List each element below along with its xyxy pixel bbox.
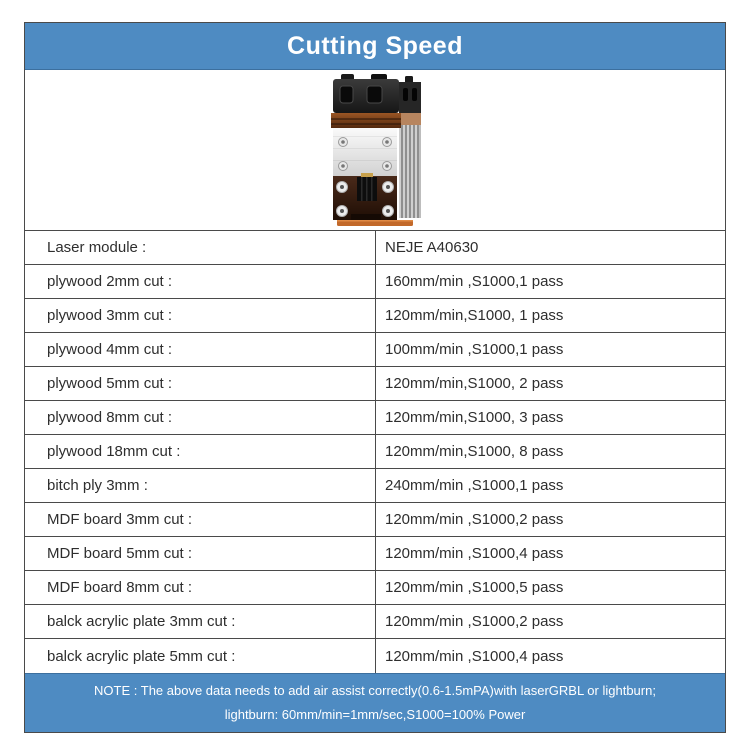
spec-label-cell: bitch ply 3mm : (25, 469, 376, 502)
spec-value-cell: 120mm/min,S1000, 3 pass (385, 409, 564, 426)
spec-value-cell: 120mm/min,S1000, 2 pass (385, 375, 564, 392)
table-row: plywood 3mm cut : 120mm/min,S1000, 1 pas… (25, 299, 725, 333)
note-line-2: lightburn: 60mm/min=1mm/sec,S1000=100% P… (224, 707, 526, 722)
cutting-speed-card: Cutting Speed (24, 22, 726, 733)
spec-value-cell: 120mm/min ,S1000,2 pass (385, 511, 564, 528)
table-row: plywood 2mm cut : 160mm/min ,S1000,1 pas… (25, 265, 725, 299)
spec-value-cell: 120mm/min ,S1000,4 pass (385, 647, 564, 665)
spec-label-cell: plywood 18mm cut : (25, 435, 376, 468)
spec-label-cell: Laser module : (25, 231, 376, 264)
spec-value-cell: NEJE A40630 (385, 239, 479, 256)
table-row: MDF board 5mm cut : 120mm/min ,S1000,4 p… (25, 537, 725, 571)
table-row: plywood 4mm cut : 100mm/min ,S1000,1 pas… (25, 333, 725, 367)
table-row: plywood 5mm cut : 120mm/min,S1000, 2 pas… (25, 367, 725, 401)
table-row: plywood 18mm cut : 120mm/min,S1000, 8 pa… (25, 435, 725, 469)
spec-label-cell: MDF board 3mm cut : (25, 503, 376, 536)
page-title: Cutting Speed (287, 31, 463, 60)
laser-module-image (331, 74, 421, 226)
spec-value-cell: 120mm/min ,S1000,5 pass (385, 579, 564, 596)
table-row: balck acrylic plate 5mm cut : 120mm/min … (25, 639, 725, 673)
spec-label-cell: plywood 5mm cut : (25, 367, 376, 400)
spec-label-cell: balck acrylic plate 3mm cut : (25, 605, 376, 638)
table-row: balck acrylic plate 3mm cut : 120mm/min … (25, 605, 725, 639)
table-row: MDF board 3mm cut : 120mm/min ,S1000,2 p… (25, 503, 725, 537)
spec-value-cell: 120mm/min,S1000, 8 pass (385, 443, 564, 460)
spec-label-cell: plywood 3mm cut : (25, 299, 376, 332)
spec-label-cell: plywood 8mm cut : (25, 401, 376, 434)
spec-label-cell: MDF board 5mm cut : (25, 537, 376, 570)
product-image-area (25, 70, 725, 230)
spec-value-cell: 240mm/min ,S1000,1 pass (385, 477, 564, 494)
table-row: bitch ply 3mm : 240mm/min ,S1000,1 pass (25, 469, 725, 503)
spec-value-cell: 120mm/min ,S1000,4 pass (385, 545, 564, 562)
note-line-1: NOTE : The above data needs to add air a… (94, 683, 656, 698)
header-bar: Cutting Speed (25, 23, 725, 70)
table-row: plywood 8mm cut : 120mm/min,S1000, 3 pas… (25, 401, 725, 435)
spec-value-cell: 100mm/min ,S1000,1 pass (385, 341, 564, 358)
table-row: MDF board 8mm cut : 120mm/min ,S1000,5 p… (25, 571, 725, 605)
spec-label-cell: MDF board 8mm cut : (25, 571, 376, 604)
spec-value-cell: 120mm/min,S1000, 1 pass (385, 307, 564, 324)
table-row: Laser module : NEJE A40630 (25, 231, 725, 265)
spec-value-cell: 160mm/min ,S1000,1 pass (385, 273, 564, 290)
spec-table: Laser module : NEJE A40630 plywood 2mm c… (25, 230, 725, 673)
spec-label-cell: plywood 2mm cut : (25, 265, 376, 298)
spec-label-cell: plywood 4mm cut : (25, 333, 376, 366)
note-bar: NOTE : The above data needs to add air a… (25, 673, 725, 732)
spec-label-cell: balck acrylic plate 5mm cut : (25, 639, 376, 673)
spec-value-cell: 120mm/min ,S1000,2 pass (385, 613, 564, 630)
